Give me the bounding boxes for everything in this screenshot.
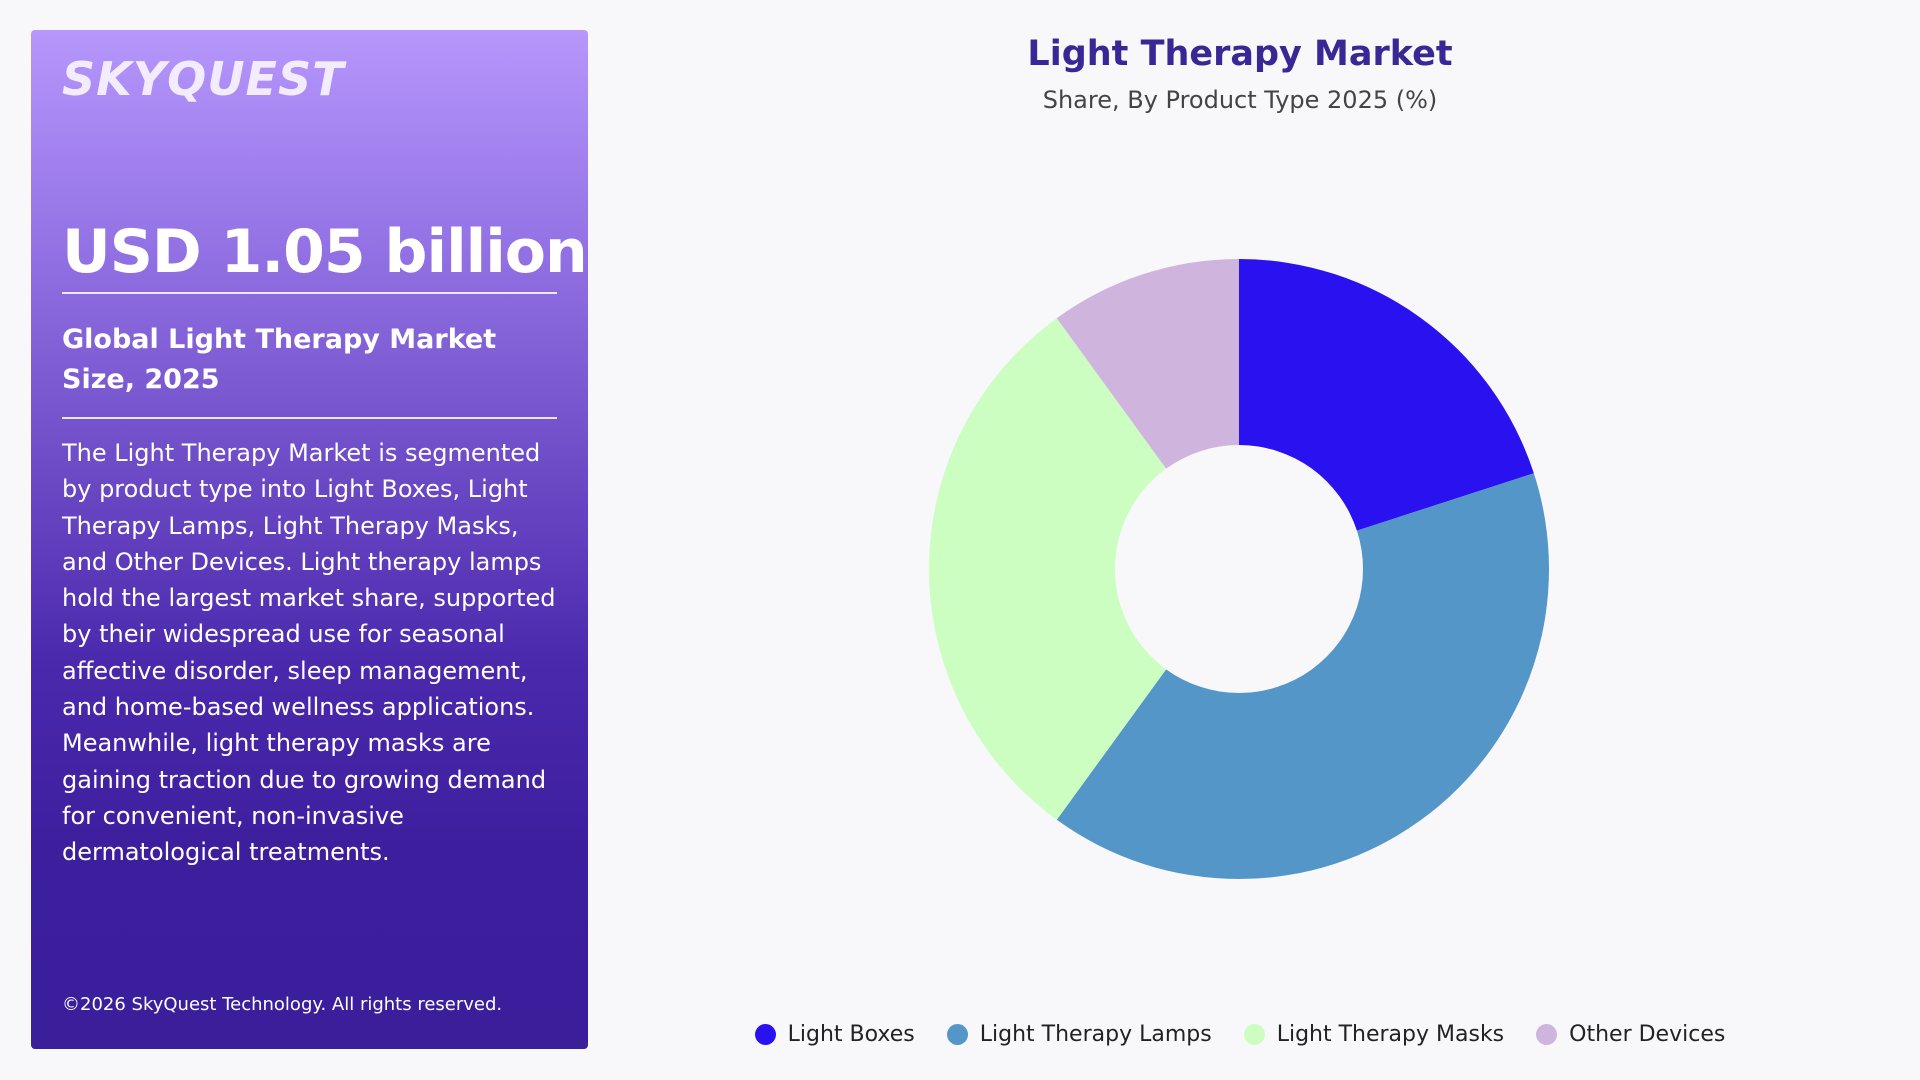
chart-title: Light Therapy Market: [1027, 34, 1453, 74]
legend-label: Light Boxes: [787, 1021, 915, 1047]
market-size-label: Global Light Therapy Market Size, 2025: [62, 324, 497, 395]
legend-swatch-icon: [946, 1023, 968, 1045]
legend-label: Light Therapy Lamps: [979, 1021, 1212, 1047]
market-description: The Light Therapy Market is segmented by…: [62, 439, 556, 867]
skyquest-logo: SKYQUEST: [62, 52, 345, 106]
legend-label: Light Therapy Masks: [1276, 1021, 1505, 1047]
legend-swatch-icon: [1536, 1023, 1558, 1045]
chart-subtitle: Share, By Product Type 2025 (%): [1042, 86, 1438, 114]
donut-slice-other-devices: [1056, 259, 1239, 469]
summary-panel: SKYQUEST USD 1.05 billion Global Light T…: [31, 30, 588, 1049]
donut-slice-light-boxes: [1239, 259, 1534, 531]
chart-legend: Light Boxes Light Therapy Lamps Light Ther…: [640, 1018, 1840, 1050]
copyright-notice: ©2026 SkyQuest Technology. All rights re…: [62, 994, 503, 1015]
donut-slice-light-therapy-masks: [929, 318, 1167, 820]
legend-item: Light Therapy Masks: [1243, 1021, 1505, 1047]
legend-label: Other Devices: [1569, 1021, 1726, 1047]
donut-slice-light-therapy-lamps: [1056, 473, 1549, 880]
divider: [62, 292, 557, 294]
legend-swatch-icon: [1243, 1023, 1265, 1045]
donut-chart: [929, 259, 1549, 880]
legend-item: Light Boxes: [754, 1021, 915, 1047]
legend-item: Light Therapy Lamps: [946, 1021, 1212, 1047]
legend-swatch-icon: [754, 1023, 776, 1045]
legend-item: Other Devices: [1536, 1022, 1725, 1047]
market-size-value: USD 1.05 billion: [62, 217, 588, 287]
divider: [62, 417, 557, 419]
